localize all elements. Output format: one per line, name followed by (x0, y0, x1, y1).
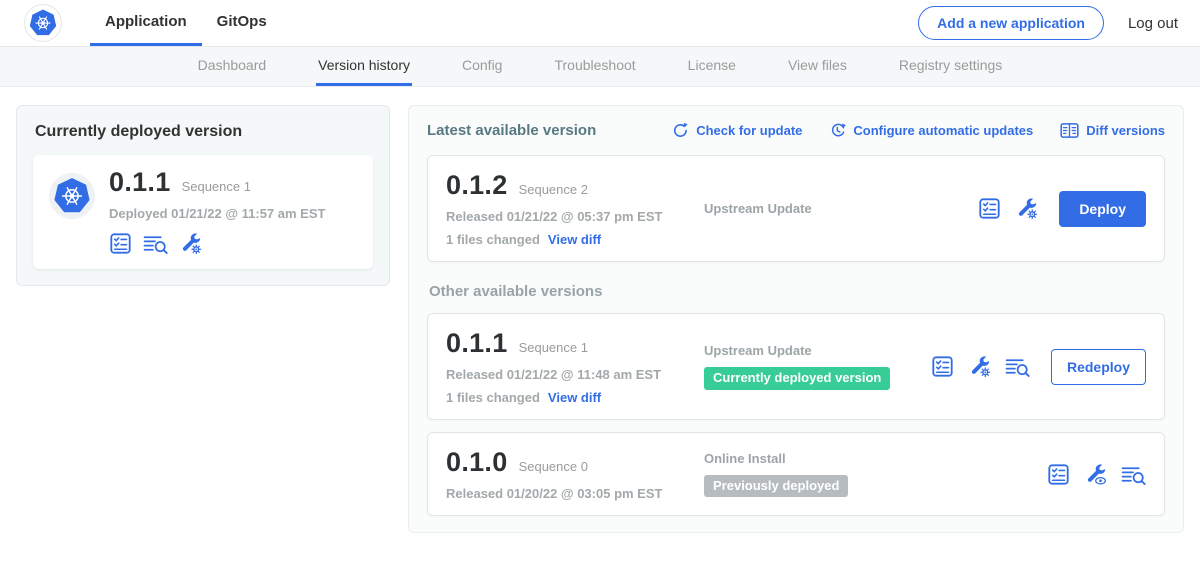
sequence-label: Sequence 0 (518, 459, 588, 474)
tab-gitops[interactable]: GitOps (202, 0, 282, 46)
config-checklist-icon[interactable] (1047, 463, 1070, 486)
redeploy-button[interactable]: Redeploy (1050, 348, 1146, 385)
version-info: 0.1.1 Sequence 1 Released 01/21/22 @ 11:… (446, 328, 704, 405)
add-new-application-button[interactable]: Add a new application (918, 6, 1104, 40)
currently-deployed-badge: Currently deployed version (704, 367, 891, 390)
version-source: Online Install Previously deployed (704, 451, 1047, 498)
version-actions (1047, 463, 1146, 486)
check-for-update-link[interactable]: Check for update (672, 122, 802, 139)
tab-dashboard[interactable]: Dashboard (197, 57, 267, 73)
tab-view-files[interactable]: View files (787, 57, 847, 73)
sequence-label: Sequence 1 (518, 340, 588, 355)
currently-deployed-card: Currently deployed version 0.1.1 Sequenc… (16, 105, 390, 286)
version-row-0-1-2: 0.1.2 Sequence 2 Released 01/21/22 @ 05:… (427, 155, 1165, 262)
view-diff-link[interactable]: View diff (547, 232, 602, 247)
config-checklist-icon[interactable] (109, 232, 132, 255)
other-versions-title: Other available versions (429, 283, 603, 300)
released-date: Released 01/20/22 @ 03:05 pm EST (446, 486, 663, 501)
check-for-update-label: Check for update (696, 123, 803, 138)
panel-actions: Check for update Configure automatic upd… (672, 122, 1165, 139)
tab-application[interactable]: Application (90, 0, 202, 46)
wrench-gear-icon[interactable] (1015, 197, 1038, 220)
logout-button[interactable]: Log out (1127, 14, 1178, 32)
auto-update-icon (829, 122, 846, 139)
source-label: Upstream Update (704, 201, 812, 216)
files-changed-label: 1 files changed (446, 390, 540, 405)
kubernetes-app-icon (49, 173, 95, 219)
version-actions: Redeploy (931, 348, 1146, 385)
refresh-icon (672, 122, 689, 139)
wrench-gear-icon[interactable] (968, 355, 991, 378)
latest-version-header: Latest available version Check for updat… (427, 122, 1165, 139)
deployed-sequence-label: Sequence 1 (181, 179, 251, 194)
tab-config[interactable]: Config (462, 57, 503, 73)
diff-icon (1060, 122, 1079, 139)
configure-automatic-updates-link[interactable]: Configure automatic updates (829, 122, 1033, 139)
diff-versions-label: Diff versions (1086, 123, 1165, 138)
tab-gitops-label: GitOps (216, 13, 267, 30)
version-info: 0.1.0 Sequence 0 Released 01/20/22 @ 03:… (446, 447, 704, 501)
deploy-logs-icon[interactable] (143, 232, 168, 255)
view-diff-link[interactable]: View diff (547, 390, 602, 405)
version-row-0-1-1: 0.1.1 Sequence 1 Released 01/21/22 @ 11:… (427, 313, 1165, 420)
deployed-version-number: 0.1.1 (109, 167, 171, 197)
version-info: 0.1.2 Sequence 2 Released 01/21/22 @ 05:… (446, 170, 704, 247)
version-number: 0.1.2 (446, 170, 508, 200)
deploy-button[interactable]: Deploy (1059, 190, 1146, 227)
released-date: Released 01/21/22 @ 05:37 pm EST (446, 209, 663, 224)
version-number: 0.1.0 (446, 447, 508, 477)
version-history-panel: Latest available version Check for updat… (408, 105, 1184, 533)
latest-version-title: Latest available version (427, 122, 597, 139)
deployed-date: Deployed 01/21/22 @ 11:57 am EST (109, 206, 326, 221)
app-header: Application GitOps Add a new application… (0, 0, 1200, 47)
version-actions: Deploy (978, 190, 1146, 227)
previously-deployed-badge: Previously deployed (704, 474, 849, 498)
tab-application-label: Application (105, 13, 187, 30)
configure-automatic-updates-label: Configure automatic updates (853, 123, 1034, 138)
app-subnav: Dashboard Version history Config Trouble… (0, 47, 1200, 87)
wrench-eye-icon[interactable] (1084, 463, 1107, 486)
files-changed-label: 1 files changed (446, 232, 540, 247)
version-source: Upstream Update (704, 201, 978, 216)
deploy-logs-icon[interactable] (1005, 355, 1030, 378)
currently-deployed-title: Currently deployed version (35, 123, 243, 140)
deployed-version-box: 0.1.1 Sequence 1 Deployed 01/21/22 @ 11:… (33, 155, 373, 269)
config-checklist-icon[interactable] (978, 197, 1001, 220)
sequence-label: Sequence 2 (518, 182, 588, 197)
deployed-version-actions (109, 232, 325, 255)
tab-troubleshoot[interactable]: Troubleshoot (554, 57, 636, 73)
source-label: Online Install (704, 450, 786, 466)
header-tabs: Application GitOps (90, 0, 282, 46)
version-number: 0.1.1 (446, 328, 508, 358)
diff-versions-link[interactable]: Diff versions (1060, 122, 1165, 139)
kubernetes-logo-icon (24, 4, 62, 42)
version-source: Upstream Update Currently deployed versi… (704, 343, 931, 390)
tab-license[interactable]: License (687, 57, 736, 73)
header-right: Add a new application Log out (918, 0, 1178, 46)
released-date: Released 01/21/22 @ 11:48 am EST (446, 367, 662, 382)
version-row-0-1-0: 0.1.0 Sequence 0 Released 01/20/22 @ 03:… (427, 432, 1165, 516)
tab-version-history[interactable]: Version history (316, 47, 412, 86)
source-label: Upstream Update (704, 343, 812, 359)
tab-registry-settings[interactable]: Registry settings (898, 57, 1003, 73)
deploy-logs-icon[interactable] (1121, 463, 1146, 486)
app-logo (24, 0, 62, 46)
wrench-gear-icon[interactable] (179, 232, 202, 255)
main-content: Currently deployed version 0.1.1 Sequenc… (0, 87, 1200, 551)
config-checklist-icon[interactable] (931, 355, 954, 378)
deployed-version-info: 0.1.1 Sequence 1 Deployed 01/21/22 @ 11:… (109, 167, 325, 255)
